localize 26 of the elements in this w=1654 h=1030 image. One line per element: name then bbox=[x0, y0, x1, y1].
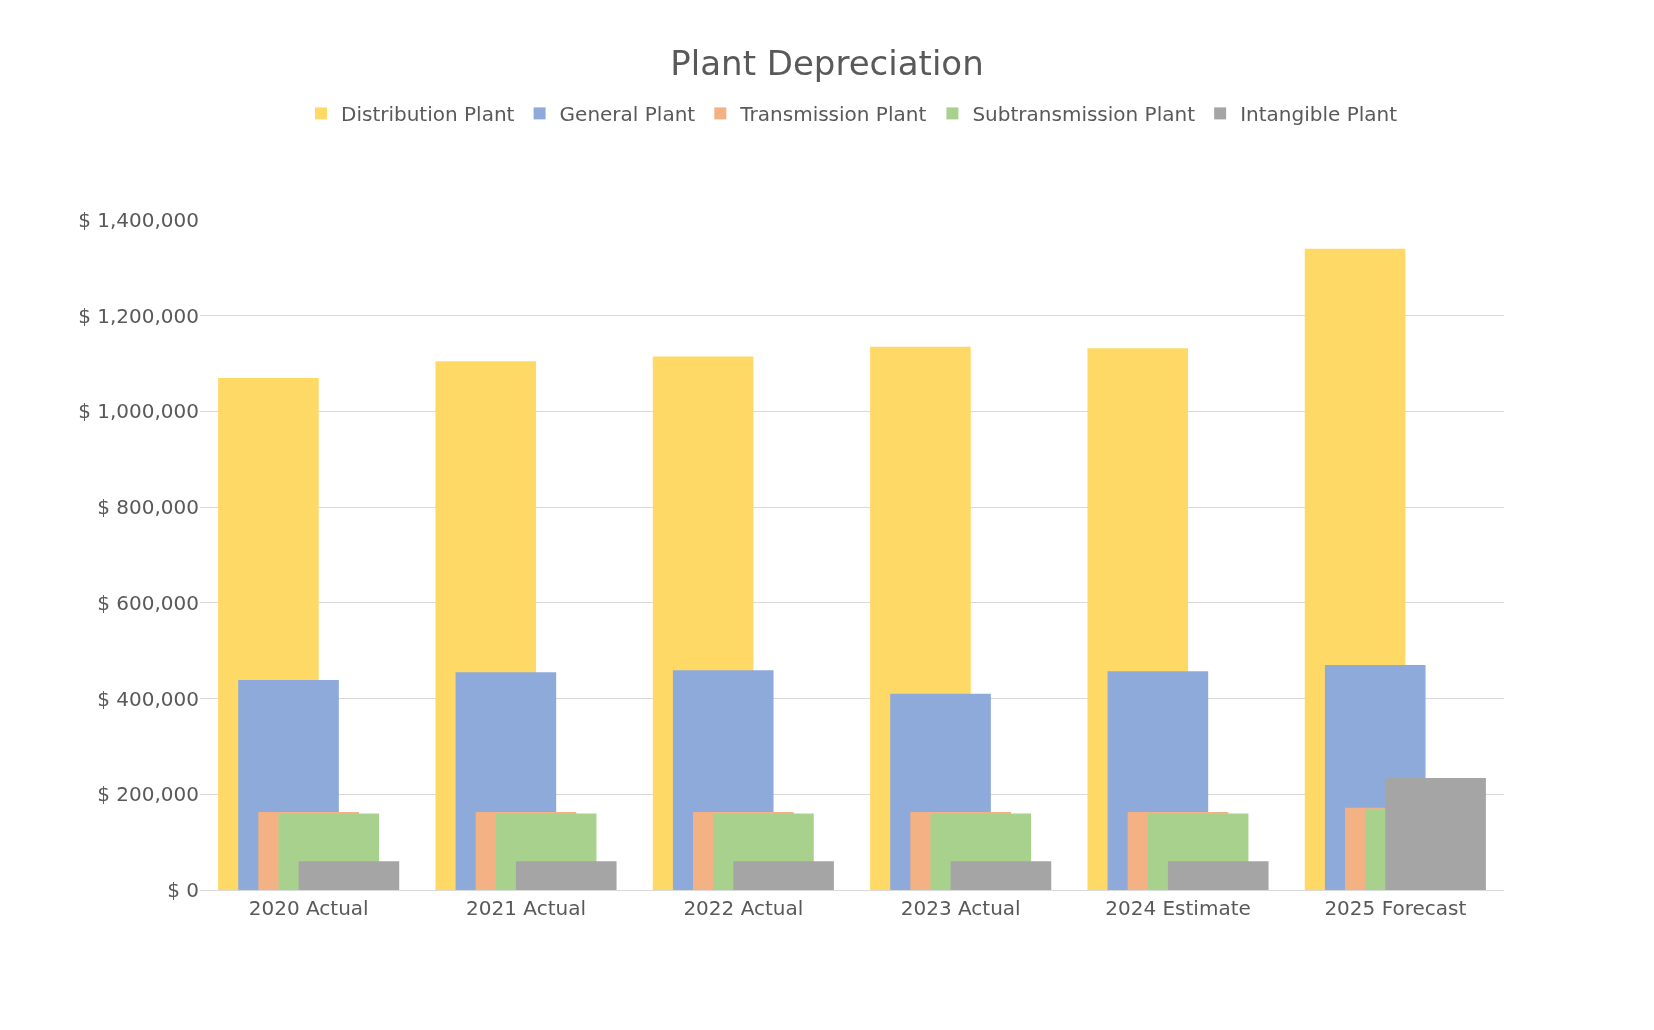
legend-label: General Plant bbox=[559, 102, 696, 127]
x-tick-label: 2025 Forecast bbox=[1324, 896, 1467, 920]
y-tick-label: $ 1,000,000 bbox=[78, 399, 199, 424]
y-tick-label: $ 1,400,000 bbox=[78, 208, 199, 232]
y-tick-label: $ 200,000 bbox=[97, 782, 199, 807]
y-tick-label: $ 400,000 bbox=[97, 686, 199, 711]
x-tick-label: 2023 Actual bbox=[900, 896, 1021, 920]
legend-label: Distribution Plant bbox=[341, 102, 515, 127]
bar bbox=[515, 861, 617, 890]
y-tick-label: $ 1,200,000 bbox=[78, 303, 199, 328]
y-tick-label: $ 600,000 bbox=[97, 590, 199, 615]
bar bbox=[950, 861, 1052, 890]
bar bbox=[733, 861, 834, 890]
x-tick-label: 2021 Actual bbox=[466, 896, 586, 920]
x-tick-label: 2024 Estimate bbox=[1105, 896, 1251, 920]
x-tick-label: 2020 Actual bbox=[248, 896, 369, 920]
bar bbox=[298, 861, 400, 890]
y-tick-label: $ 800,000 bbox=[97, 495, 199, 520]
bar bbox=[1385, 778, 1486, 890]
x-tick-label: 2022 Actual bbox=[683, 896, 804, 920]
legend-label: Transmission Plant bbox=[739, 102, 927, 127]
y-tick-label: $ 0 bbox=[167, 878, 199, 902]
legend-label: Subtransmission Plant bbox=[972, 102, 1196, 127]
bar bbox=[1167, 861, 1269, 890]
legend-label: Intangible Plant bbox=[1240, 102, 1398, 127]
chart-title: Plant Depreciation bbox=[670, 43, 984, 84]
